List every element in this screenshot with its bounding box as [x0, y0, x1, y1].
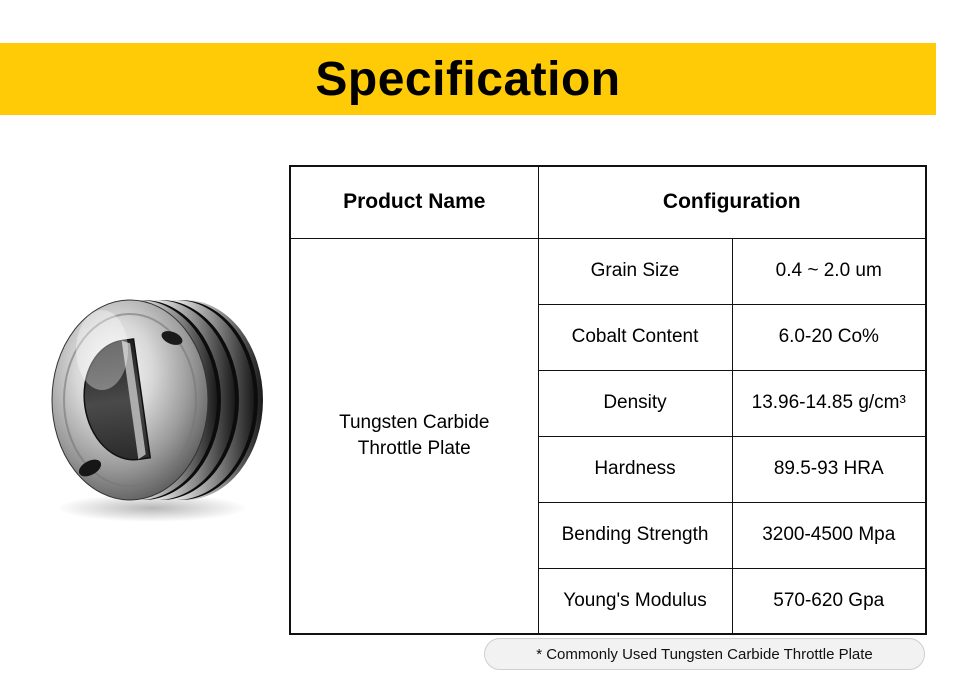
footnote-pill: * Commonly Used Tungsten Carbide Throttl… — [484, 638, 925, 670]
cell-param: Hardness — [538, 436, 732, 502]
header-configuration: Configuration — [538, 166, 926, 238]
cell-value: 89.5-93 HRA — [732, 436, 926, 502]
cell-value: 6.0-20 Co% — [732, 304, 926, 370]
cell-value: 3200-4500 Mpa — [732, 502, 926, 568]
table-header-row: Product Name Configuration — [290, 166, 926, 238]
title-bar: Specification — [0, 43, 936, 115]
spec-table: Product Name Configuration Tungsten Carb… — [289, 165, 927, 635]
product-name-line1: Tungsten Carbide — [339, 412, 489, 433]
footnote-text: * Commonly Used Tungsten Carbide Throttl… — [536, 646, 873, 663]
cell-value: 570-620 Gpa — [732, 568, 926, 634]
cell-param: Young's Modulus — [538, 568, 732, 634]
cell-value: 13.96-14.85 g/cm³ — [732, 370, 926, 436]
header-product-name: Product Name — [290, 166, 538, 238]
cell-param: Bending Strength — [538, 502, 732, 568]
cell-param: Grain Size — [538, 238, 732, 304]
table-row: Tungsten Carbide Throttle Plate Grain Si… — [290, 238, 926, 304]
cell-value: 0.4 ~ 2.0 um — [732, 238, 926, 304]
cell-product-name: Tungsten Carbide Throttle Plate — [290, 238, 538, 634]
page-title: Specification — [315, 52, 620, 107]
product-name-line2: Throttle Plate — [358, 438, 471, 459]
product-image — [30, 290, 270, 530]
cell-param: Density — [538, 370, 732, 436]
cell-param: Cobalt Content — [538, 304, 732, 370]
